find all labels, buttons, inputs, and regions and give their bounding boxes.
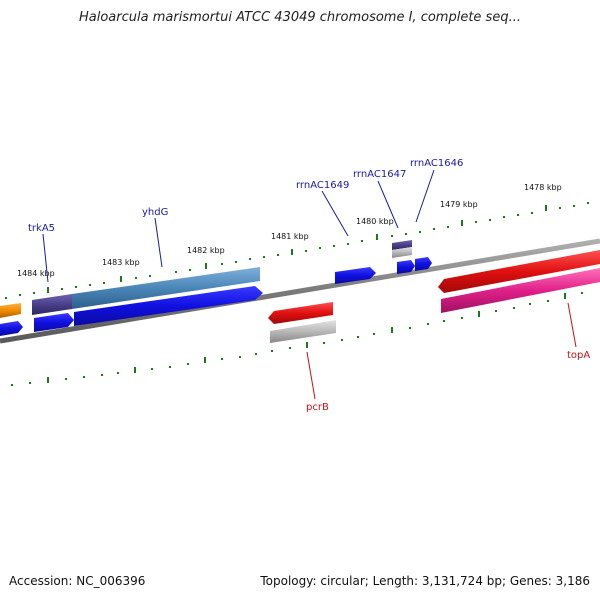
scale-labels: 1484 kbp 1483 kbp 1482 kbp 1481 kbp 1480… (17, 183, 562, 278)
scale-label-1482: 1482 kbp (187, 246, 225, 255)
forward-genes-upper (0, 240, 412, 318)
scale-label-1484: 1484 kbp (17, 269, 55, 278)
map-title: Haloarcula marismortui ATCC 43049 chromo… (79, 10, 521, 25)
label-topA: topA (567, 350, 590, 361)
gene-orange (0, 303, 21, 318)
gene-labels: trkA5 yhdG rrnAC1649 rrnAC1647 rrnAC1646… (28, 158, 590, 413)
gene-rrnAC1647-blue (397, 260, 415, 274)
upper-dots (5, 202, 589, 299)
chromosome-backbone (0, 238, 600, 344)
accession-text: Accession: NC_006396 (9, 574, 146, 588)
scale-label-1481: 1481 kbp (271, 232, 309, 241)
upper-major-ticks (47, 205, 547, 293)
label-yhdG: yhdG (142, 207, 168, 218)
label-rrnAC1647: rrnAC1647 (353, 169, 406, 180)
gene-rrnAC1646 (415, 257, 432, 271)
gene-rrnAC1647-gray (392, 247, 412, 258)
gene-blue-trk (34, 313, 74, 332)
gene-blue-long (74, 286, 263, 326)
reverse-genes (268, 250, 600, 343)
scale-label-1478: 1478 kbp (524, 183, 562, 192)
forward-genes-inner (0, 257, 432, 336)
scale-label-1479: 1479 kbp (440, 200, 478, 209)
gene-rrnAC1649 (335, 267, 376, 284)
label-pcrB: pcrB (306, 402, 329, 413)
gene-pcrB-red (268, 302, 333, 324)
lower-major-ticks (47, 293, 566, 383)
gene-topA-magenta (441, 268, 600, 313)
gene-pcrB-gray (270, 320, 336, 343)
lower-scale-ticks (11, 292, 583, 386)
gene-topA-red (438, 250, 600, 293)
gene-trkA5-indigo (32, 294, 72, 315)
label-rrnAC1649: rrnAC1649 (296, 180, 349, 191)
topology-text: Topology: circular; Length: 3,131,724 bp… (260, 574, 590, 588)
gene-blue-left (0, 321, 23, 336)
label-trkA5: trkA5 (28, 223, 55, 234)
gene-yhdG-steel (72, 267, 260, 309)
lower-dots (11, 292, 583, 386)
scale-label-1480: 1480 kbp (356, 217, 394, 226)
gene-rrnAC1647-indigo (392, 240, 412, 250)
upper-scale-ticks (5, 202, 589, 299)
label-connectors (42, 169, 577, 400)
label-rrnAC1646: rrnAC1646 (410, 158, 463, 169)
scale-label-1483: 1483 kbp (102, 258, 140, 267)
